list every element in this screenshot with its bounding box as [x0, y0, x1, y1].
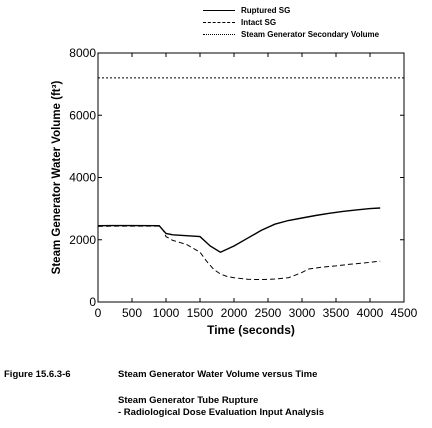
- x-tick-label: 4500: [391, 306, 418, 320]
- figure-subtitle-line: - Radiological Dose Evaluation Input Ana…: [118, 407, 325, 418]
- legend: Ruptured SG Intact SG Steam Generator Se…: [203, 4, 379, 40]
- legend-label: Steam Generator Secondary Volume: [241, 29, 380, 39]
- figure-title: Steam Generator Water Volume versus Time: [118, 369, 318, 380]
- plot-frame: [97, 52, 405, 303]
- x-tick-label: 1000: [153, 306, 180, 320]
- y-tick-label: 8000: [69, 46, 96, 60]
- x-tick-label: 500: [122, 306, 142, 320]
- x-tick-label: 1500: [187, 306, 214, 320]
- y-tick-label: 2000: [69, 233, 96, 247]
- legend-swatch-solid: [203, 9, 235, 11]
- series-line-solid: [97, 207, 381, 253]
- legend-item-intact: Intact SG: [203, 16, 379, 28]
- legend-swatch-dashed: [203, 21, 235, 23]
- legend-item-ruptured: Ruptured SG: [203, 4, 379, 16]
- figure-subtitle-line: Steam Generator Tube Rupture: [118, 395, 259, 406]
- x-tick-label: 2500: [255, 306, 282, 320]
- x-tick-label: 2000: [221, 306, 248, 320]
- x-axis-label: Time (seconds): [207, 323, 295, 337]
- series-line-dashed: [97, 225, 381, 281]
- x-tick-label: 3500: [323, 306, 350, 320]
- x-tick-label: 4000: [357, 306, 384, 320]
- figure-number: Figure 15.6.3-6: [4, 369, 71, 380]
- figure-subtitle: Steam Generator Tube Rupture - Radiologi…: [118, 395, 324, 419]
- legend-item-secondary-volume: Steam Generator Secondary Volume: [203, 28, 379, 40]
- legend-swatch-dotted: [203, 33, 235, 35]
- legend-label: Ruptured SG: [241, 5, 291, 15]
- y-tick-label: 0: [89, 295, 96, 309]
- legend-label: Intact SG: [241, 17, 277, 27]
- x-tick-label: 3000: [289, 306, 316, 320]
- y-axis-label: Steam Generator Water Volume (ft³): [51, 81, 63, 275]
- x-tick-label: 0: [95, 306, 102, 320]
- y-tick-label: 6000: [69, 108, 96, 122]
- y-tick-label: 4000: [69, 171, 96, 185]
